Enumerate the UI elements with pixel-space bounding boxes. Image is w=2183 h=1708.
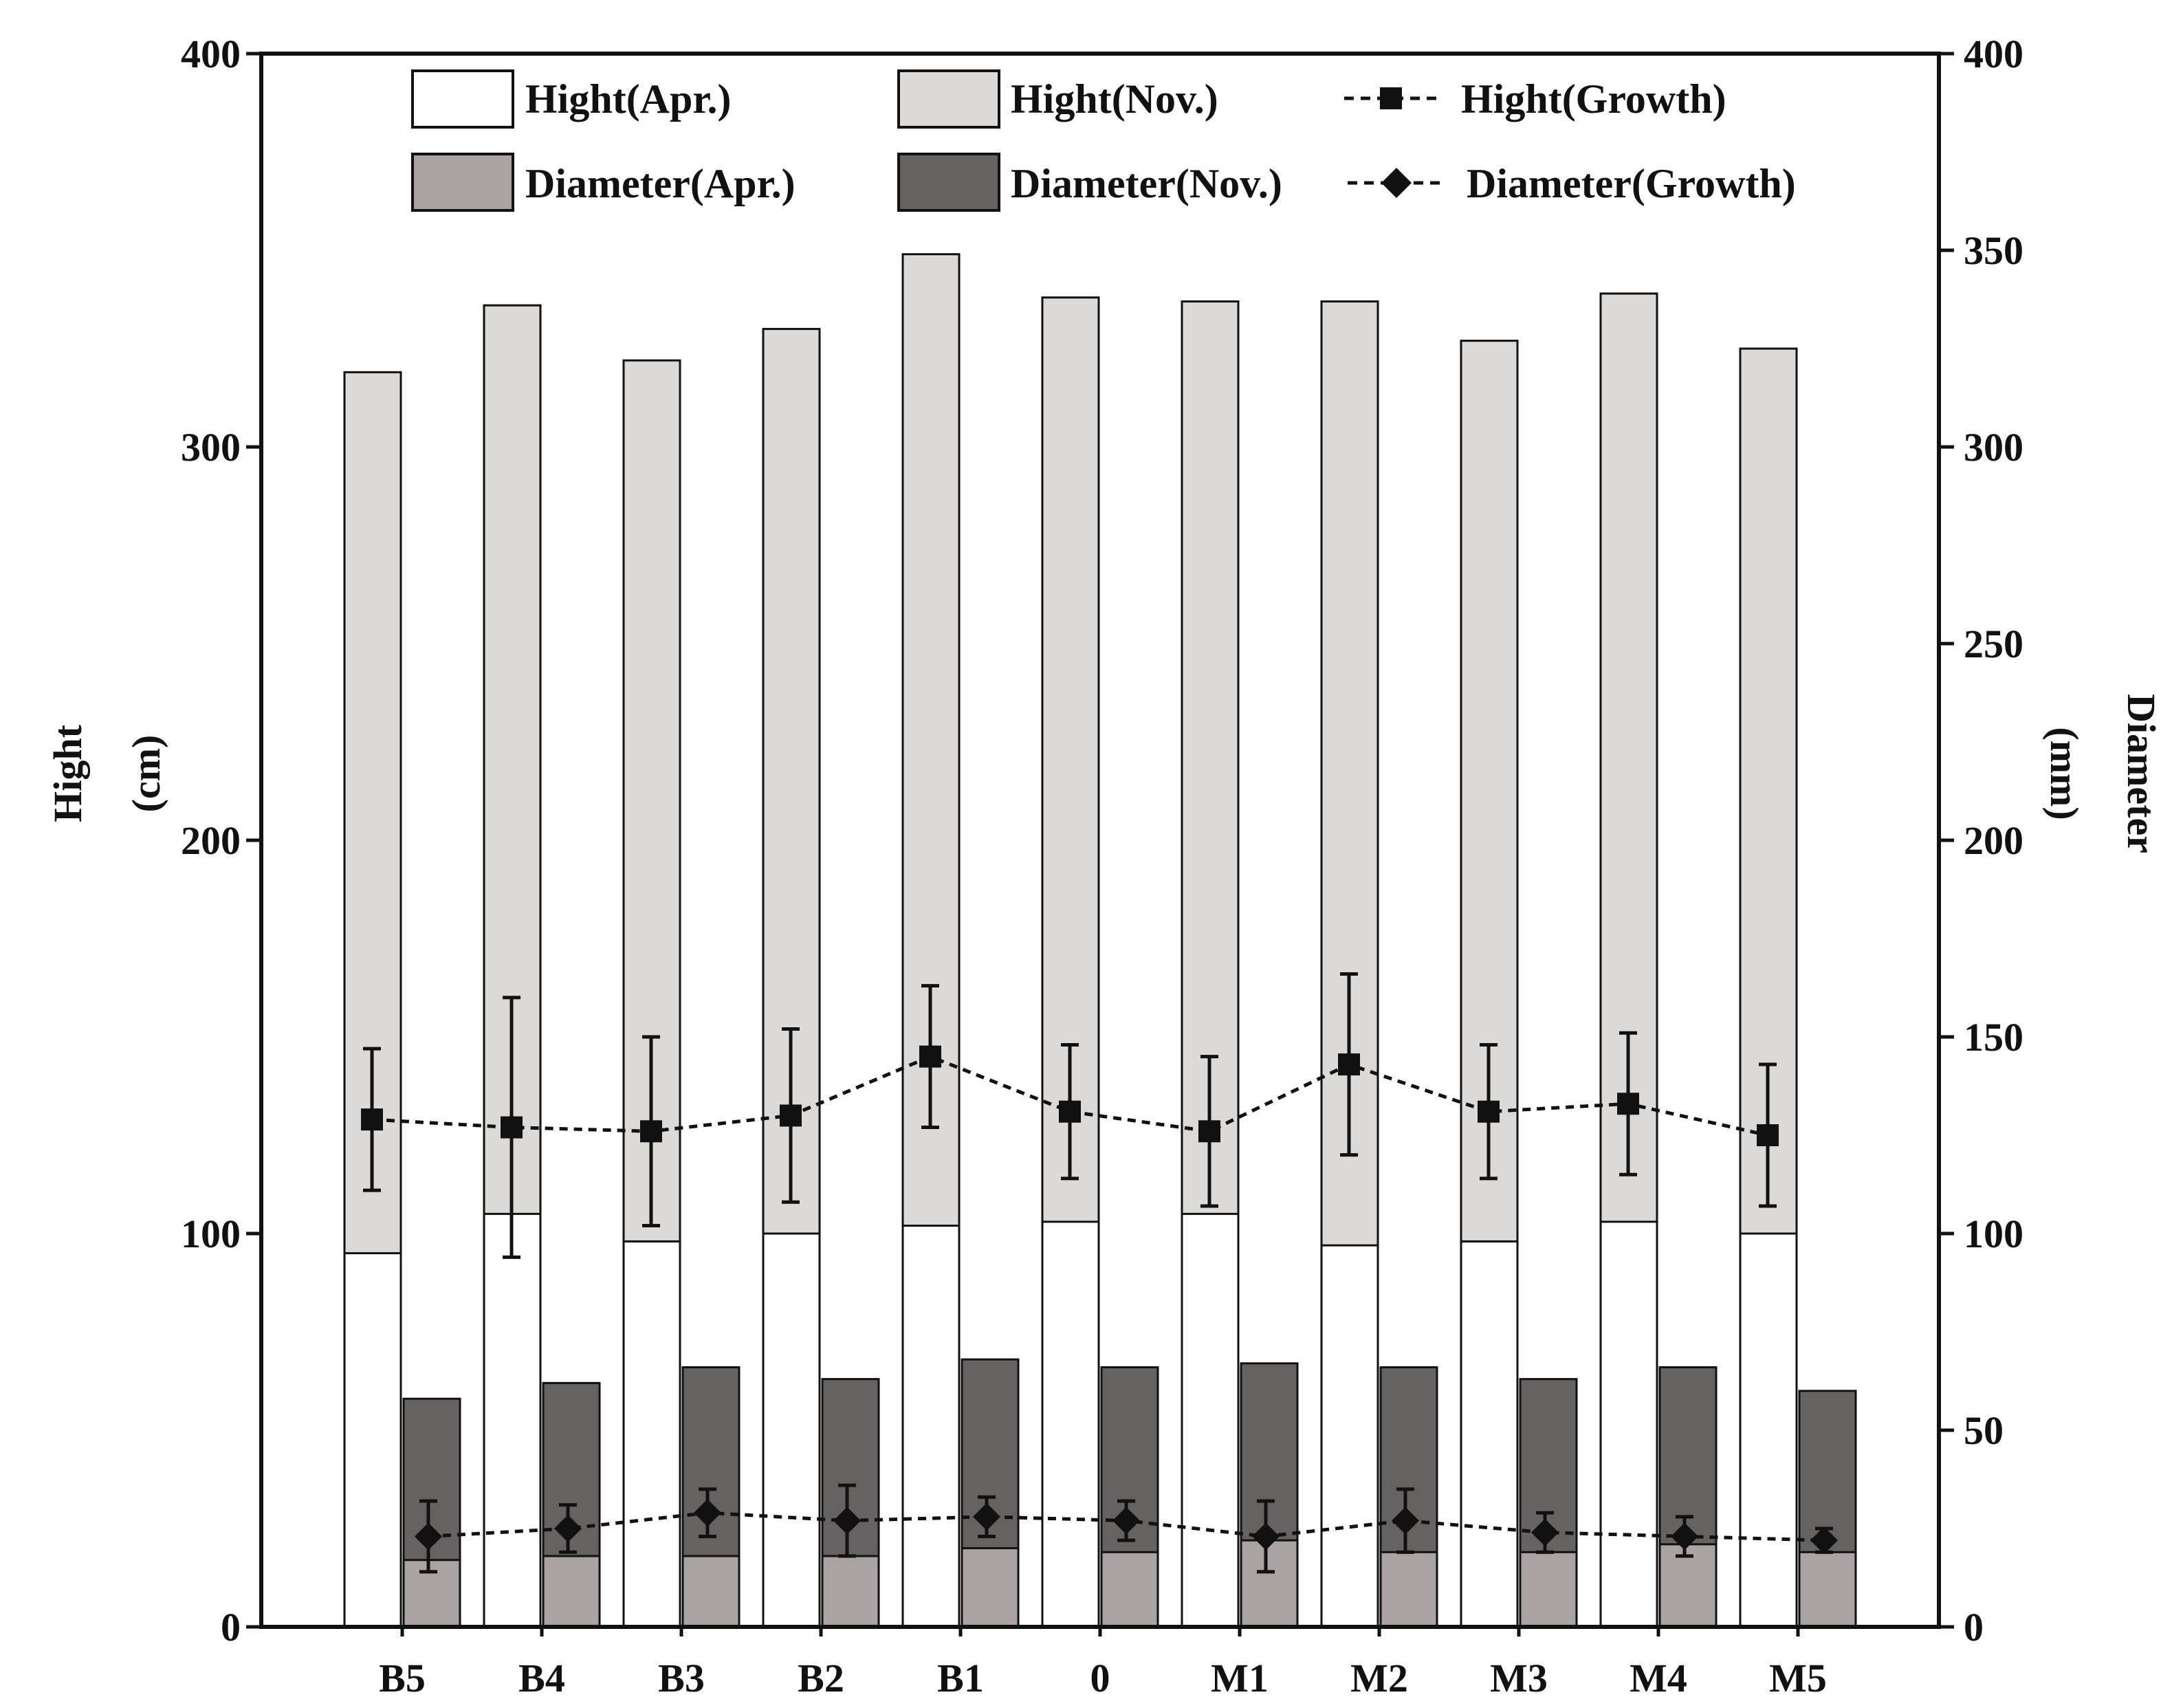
right-axis-title-line1: Diameter: [2119, 694, 2164, 853]
diameter-growth-point: [415, 1522, 442, 1551]
bar-hight-apr: [1181, 1212, 1240, 1628]
bar-diameter-apr: [961, 1547, 1020, 1628]
legend: Hight(Apr.) Hight(Nov.) Hight(Growth) Di…: [411, 69, 1796, 212]
x-tick-label: B2: [798, 1656, 844, 1700]
legend-label-diameter-nov: Diameter(Nov.): [1011, 161, 1282, 206]
legend-label-hight-growth: Hight(Growth): [1461, 76, 1726, 122]
hight-growth-point: [1757, 1124, 1779, 1146]
hight-growth-point: [1059, 1100, 1081, 1123]
right-axis-title-line2: (mm): [2042, 727, 2087, 820]
diameter-growth-point: [1810, 1526, 1838, 1555]
hight-growth-point: [919, 1045, 941, 1068]
left-tick-label: 0: [221, 1605, 241, 1650]
diameter-growth-point: [1252, 1522, 1280, 1551]
right-axis-title: Diameter: [2119, 694, 2164, 853]
left-tick-label: 400: [181, 32, 241, 76]
hight-growth-point: [1198, 1120, 1220, 1143]
x-tick-label: B1: [937, 1656, 984, 1700]
diameter-growth-point: [1112, 1507, 1140, 1535]
bar-hight-apr: [762, 1232, 821, 1628]
hight-growth-point: [361, 1108, 383, 1131]
right-tick-label: 50: [1964, 1408, 2004, 1453]
diameter-growth-point: [1531, 1518, 1559, 1546]
bar-diameter-apr: [681, 1555, 741, 1628]
right-tick-label: 200: [1964, 818, 2023, 863]
diameter-growth-point: [694, 1499, 721, 1527]
hight-growth-point: [780, 1104, 802, 1127]
x-tick-label: B3: [658, 1656, 705, 1700]
right-tick-label: 0: [1964, 1605, 1984, 1650]
hight-growth-point: [1478, 1100, 1500, 1123]
hight-growth-point: [640, 1120, 662, 1143]
bar-diameter-apr: [1379, 1551, 1438, 1628]
left-axis-title-line2: (cm): [124, 735, 168, 813]
right-tick-label: 350: [1964, 228, 2023, 273]
x-tick-label: M1: [1211, 1656, 1269, 1700]
right-tick-label: 400: [1964, 32, 2023, 76]
diameter-growth-point: [554, 1515, 582, 1542]
legend-label-diameter-growth: Diameter(Growth): [1467, 161, 1796, 206]
legend-swatch-hight-apr: [411, 69, 514, 129]
bar-diameter-apr: [542, 1555, 601, 1628]
right-tick-label: 150: [1964, 1015, 2023, 1060]
legend-swatch-hight-nov: [897, 69, 1000, 129]
right-axis-unit: (mm): [2042, 727, 2087, 820]
hight-growth-point: [501, 1116, 523, 1139]
bar-hight-apr: [1739, 1232, 1798, 1628]
x-tick-label: M3: [1490, 1656, 1548, 1700]
axes-layer: B5 B4 B3 B2 B1 0 M1 M2 M3 M4 M5 0 100 200 300 400 0 50 100…: [181, 32, 2023, 1700]
bars-layer: [343, 253, 1857, 1628]
legend-label-hight-nov: Hight(Nov.): [1011, 76, 1218, 122]
hight-growth-line: [371, 1054, 1768, 1137]
left-axis-unit: (cm): [124, 735, 168, 813]
bar-diameter-apr: [1798, 1551, 1857, 1628]
diameter-growth-point: [973, 1502, 1000, 1531]
legend-swatch-diameter-nov: [897, 153, 1000, 212]
bar-hight-apr: [1460, 1240, 1519, 1628]
bar-hight-apr: [343, 1252, 402, 1628]
bar-hight-apr: [622, 1240, 681, 1628]
bar-diameter-apr: [1519, 1551, 1578, 1628]
growth-lines-layer: [361, 972, 1838, 1574]
left-tick-label: 300: [181, 425, 241, 470]
bar-diameter-apr: [821, 1555, 880, 1628]
bar-hight-apr: [1320, 1244, 1379, 1628]
diameter-growth-point: [1392, 1507, 1419, 1535]
left-axis-title-line1: Hight: [45, 724, 90, 822]
x-tick-label: M4: [1630, 1656, 1687, 1700]
left-tick-label: 100: [181, 1212, 241, 1256]
bar-diameter-apr: [402, 1559, 461, 1628]
legend-label-diameter-apr: Diameter(Apr.): [525, 161, 796, 206]
legend-swatch-diameter-apr: [411, 153, 514, 212]
x-tick-label: M5: [1769, 1656, 1827, 1700]
bar-diameter-apr: [1100, 1551, 1159, 1628]
hight-growth-point: [1338, 1053, 1360, 1076]
legend-marker-hight-growth: [1380, 87, 1402, 109]
bar-hight-apr: [901, 1225, 961, 1628]
right-tick-label: 100: [1964, 1212, 2023, 1256]
x-tick-label: B5: [379, 1656, 426, 1700]
bar-diameter-apr: [1240, 1539, 1299, 1628]
legend-marker-diameter-growth: [1381, 168, 1412, 198]
diameter-growth-point: [1671, 1522, 1698, 1551]
x-tick-label: 0: [1090, 1656, 1110, 1700]
hight-growth-point: [1617, 1093, 1639, 1115]
legend-label-hight-apr: Hight(Apr.): [525, 76, 731, 122]
right-tick-label: 250: [1964, 622, 2023, 666]
bar-hight-apr: [1041, 1220, 1100, 1628]
diameter-growth-point: [833, 1507, 861, 1535]
bar-hight-apr: [483, 1212, 542, 1628]
right-tick-label: 300: [1964, 425, 2023, 470]
bar-hight-apr: [1599, 1220, 1658, 1628]
left-tick-label: 200: [181, 818, 241, 863]
left-axis-title: Hight: [45, 724, 90, 822]
x-tick-label: M2: [1350, 1656, 1408, 1700]
x-tick-label: B4: [518, 1656, 565, 1700]
